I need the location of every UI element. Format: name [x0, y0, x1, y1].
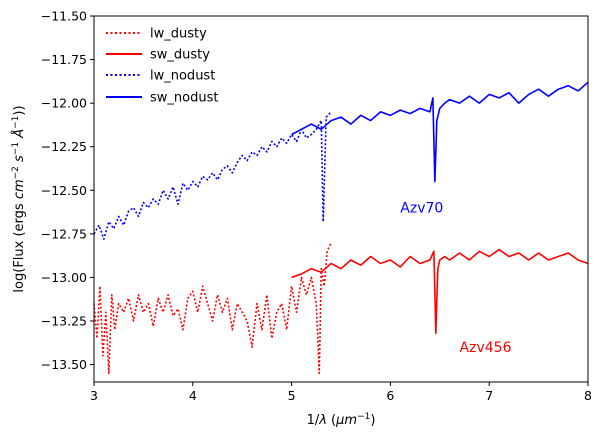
legend-label-sw-nodust: sw_nodust — [150, 91, 218, 106]
y-tick-label: −11.75 — [41, 52, 87, 67]
x-tick-label: 5 — [288, 388, 296, 403]
y-axis-label: log(Flux (ergs cm−2 s−1 Å−1)) — [11, 105, 27, 292]
y-label-close: )) — [12, 105, 27, 115]
y-tick-label: −12.25 — [41, 139, 87, 154]
y-label-exp2: −1 — [11, 142, 21, 155]
x-label-unit: μm — [335, 413, 357, 428]
y-axis: −11.50 −11.75 −12.00 −12.25 −12.50 −12.75 −13.… — [41, 9, 94, 372]
x-label-exponent: −1 — [357, 412, 370, 422]
y-label-angstrom: Å — [11, 129, 27, 142]
y-tick-label: −12.00 — [41, 96, 87, 111]
legend-label-lw-dusty: lw_dusty — [150, 27, 207, 42]
x-tick-label: 7 — [485, 388, 493, 403]
x-label-close: ) — [370, 413, 375, 428]
series-line-lw-nodust — [93, 111, 332, 240]
series-line-sw-dusty — [291, 248, 589, 335]
x-label-symbol: λ — [318, 413, 327, 428]
annotation-azv456: Azv456 — [460, 340, 512, 356]
x-label-main: 1/ — [307, 413, 320, 428]
series-layer — [93, 81, 589, 375]
x-tick-label: 4 — [189, 388, 197, 403]
annotation-layer: Azv70 Azv456 — [400, 201, 511, 356]
y-tick-label: −12.75 — [41, 226, 87, 241]
x-axis: 3 4 5 6 7 8 — [90, 382, 592, 403]
series-line-sw-nodust — [291, 81, 589, 183]
legend-label-lw-nodust: lw_nodust — [150, 69, 215, 84]
annotation-azv70: Azv70 — [400, 201, 443, 217]
series-line-lw-dusty — [93, 242, 332, 375]
y-label-s: s — [12, 155, 27, 166]
y-label-main: log(Flux (ergs — [12, 199, 27, 292]
y-tick-label: −11.50 — [41, 9, 87, 24]
x-axis-label: 1/λ (μm−1) — [307, 412, 376, 428]
y-label-exp3: −1 — [11, 116, 21, 129]
y-tick-label: −13.00 — [41, 270, 87, 285]
x-label-open: ( — [327, 413, 336, 428]
legend-label-sw-dusty: sw_dusty — [150, 48, 210, 63]
x-tick-label: 8 — [584, 388, 592, 403]
x-tick-label: 6 — [386, 388, 394, 403]
plot-frame — [93, 15, 589, 383]
y-tick-label: −13.50 — [41, 357, 87, 372]
legend: lw_dusty sw_dusty lw_nodust sw_nodust — [106, 27, 218, 106]
y-tick-label: −13.25 — [41, 314, 87, 329]
x-tick-label: 3 — [90, 388, 98, 403]
y-tick-label: −12.50 — [41, 183, 87, 198]
y-label-cm: cm — [12, 179, 27, 199]
y-label-exp1: −2 — [11, 166, 21, 179]
